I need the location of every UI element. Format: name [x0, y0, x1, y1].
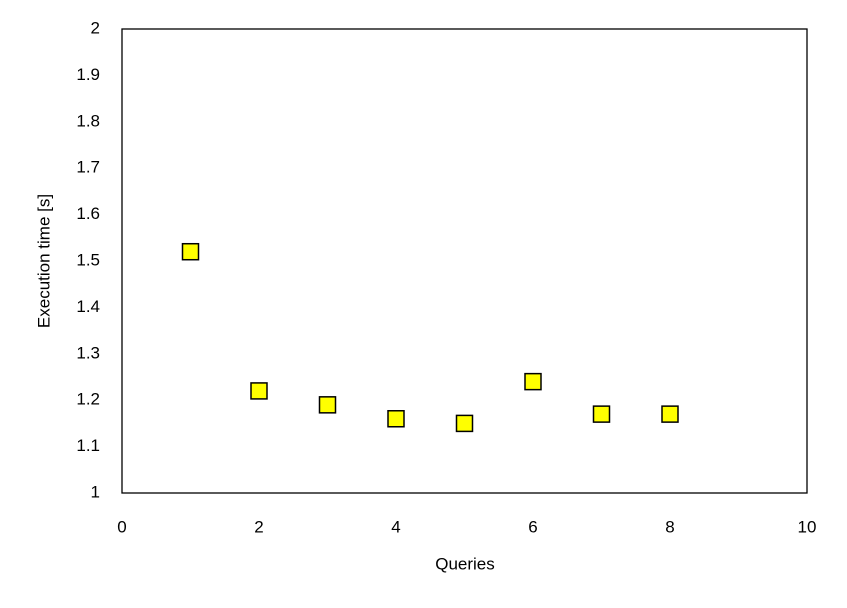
plot-area [121, 28, 808, 494]
y-tick-label: 1.2 [76, 390, 100, 409]
y-tick-label: 1.3 [76, 343, 100, 362]
scatter-point [592, 405, 611, 423]
x-tick-label: 6 [528, 517, 537, 536]
scatter-point [250, 382, 268, 400]
y-axis-label: Execution time [s] [34, 194, 53, 328]
y-tick-label: 1.5 [76, 250, 100, 269]
y-tick-label: 1.7 [76, 158, 100, 177]
x-tick-label: 4 [391, 517, 400, 536]
x-tick-label: 10 [798, 517, 817, 536]
scatter-point [387, 410, 405, 428]
y-tick-label: 1.9 [76, 65, 100, 84]
scatter-point [524, 372, 542, 391]
y-tick-label: 1.1 [76, 436, 100, 455]
x-tick-label: 8 [665, 517, 674, 536]
y-tick-label: 1.6 [76, 204, 100, 223]
y-tick-label: 1.4 [76, 297, 100, 316]
x-tick-label: 2 [254, 517, 263, 536]
y-tick-label: 1 [91, 482, 100, 501]
scatter-point [181, 242, 200, 261]
y-tick-label: 1.8 [76, 111, 100, 130]
scatter-point [661, 405, 679, 423]
scatter-point [318, 396, 337, 414]
scatter-point [455, 414, 474, 433]
x-tick-label: 0 [117, 517, 126, 536]
x-axis-label: Queries [435, 554, 495, 573]
y-tick-label: 2 [91, 18, 100, 37]
